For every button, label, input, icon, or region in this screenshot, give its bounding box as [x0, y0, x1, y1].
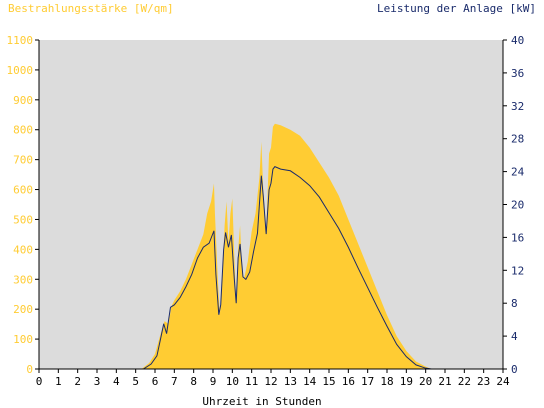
left-axis-title: Bestrahlungsstärke [W/qm] — [8, 2, 174, 15]
left-tick-label: 900 — [13, 94, 33, 107]
right-tick-label: 8 — [511, 297, 518, 310]
right-tick-label: 24 — [511, 166, 525, 179]
x-tick-label: 19 — [400, 375, 413, 388]
left-tick-label: 100 — [13, 333, 33, 346]
x-tick-label: 21 — [438, 375, 451, 388]
x-tick-label: 3 — [94, 375, 101, 388]
x-tick-label: 11 — [245, 375, 258, 388]
x-tick-label: 0 — [36, 375, 43, 388]
x-tick-label: 10 — [226, 375, 239, 388]
x-tick-label: 6 — [152, 375, 159, 388]
power-line — [39, 166, 503, 370]
right-tick-label: 32 — [511, 100, 524, 113]
x-tick-label: 4 — [113, 375, 120, 388]
x-tick-label: 2 — [74, 375, 81, 388]
x-tick-label: 13 — [284, 375, 297, 388]
x-tick-label: 14 — [303, 375, 317, 388]
right-tick-label: 12 — [511, 264, 524, 277]
x-tick-label: 1 — [55, 375, 62, 388]
x-axis-label: Uhrzeit in Stunden — [202, 395, 321, 408]
x-tick-label: 9 — [210, 375, 217, 388]
right-tick-label: 36 — [511, 67, 524, 80]
x-tick-label: 8 — [190, 375, 197, 388]
left-tick-label: 700 — [13, 154, 33, 167]
left-tick-label: 300 — [13, 273, 33, 286]
x-tick-label: 12 — [264, 375, 277, 388]
x-tick-label: 5 — [132, 375, 139, 388]
left-tick-label: 600 — [13, 184, 33, 197]
x-tick-label: 15 — [322, 375, 335, 388]
x-tick-label: 20 — [419, 375, 432, 388]
left-tick-label: 800 — [13, 124, 33, 137]
x-tick-label: 22 — [458, 375, 471, 388]
x-tick-label: 16 — [342, 375, 355, 388]
x-tick-label: 23 — [477, 375, 490, 388]
right-tick-label: 0 — [511, 363, 518, 376]
left-tick-label: 200 — [13, 303, 33, 316]
left-tick-label: 0 — [26, 363, 33, 376]
x-tick-label: 7 — [171, 375, 178, 388]
right-tick-label: 20 — [511, 199, 524, 212]
right-axis-title: Leistung der Anlage [kW] — [377, 2, 536, 15]
right-tick-label: 16 — [511, 231, 524, 244]
right-tick-label: 4 — [511, 330, 518, 343]
right-tick-label: 40 — [511, 34, 524, 47]
left-tick-label: 400 — [13, 243, 33, 256]
left-tick-label: 1100 — [7, 34, 34, 47]
x-tick-label: 18 — [380, 375, 393, 388]
irradiance-area — [39, 123, 503, 369]
right-tick-label: 28 — [511, 133, 524, 146]
left-tick-label: 1000 — [7, 64, 34, 77]
x-tick-label: 24 — [496, 375, 510, 388]
left-tick-label: 500 — [13, 213, 33, 226]
x-tick-label: 17 — [361, 375, 374, 388]
